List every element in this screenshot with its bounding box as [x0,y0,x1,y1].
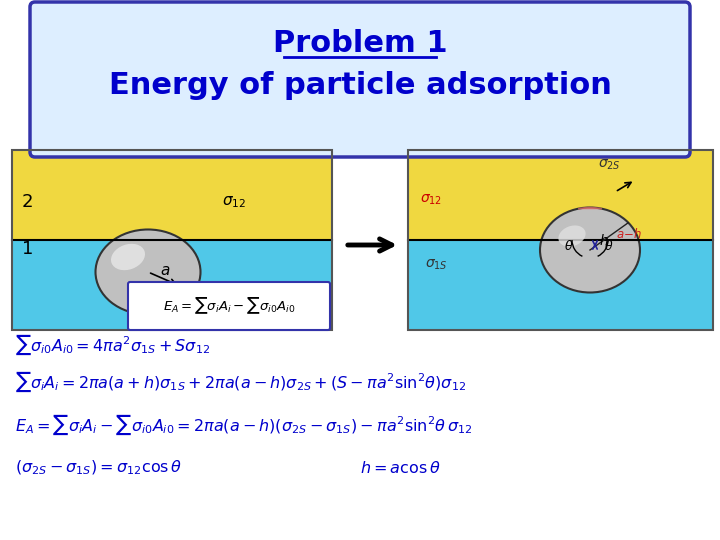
Text: $\sigma_{2S}$: $\sigma_{2S}$ [598,158,621,172]
Text: $(\sigma_{2S} - \sigma_{1S}) = \sigma_{12} \cos\theta$: $(\sigma_{2S} - \sigma_{1S}) = \sigma_{1… [15,459,182,477]
Text: $E_A = \sum \sigma_i A_i - \sum \sigma_{i0} A_{i0}$: $E_A = \sum \sigma_i A_i - \sum \sigma_{… [163,296,295,316]
Text: $h$: $h$ [599,233,609,248]
Bar [408,150,713,240]
Text: $\sigma_{12}$: $\sigma_{12}$ [222,194,246,210]
Text: 1: 1 [22,240,33,258]
Text: $\sum \sigma_{i0} A_{i0} = 4\pi a^2 \sigma_{1S} + S\sigma_{12}$: $\sum \sigma_{i0} A_{i0} = 4\pi a^2 \sig… [15,333,210,357]
Text: $a$: $a$ [160,263,171,278]
Bar [408,240,713,330]
Text: $\sigma_{12}$: $\sigma_{12}$ [420,193,442,207]
Polygon shape [578,207,602,208]
Text: Problem 1: Problem 1 [273,29,447,57]
Ellipse shape [559,226,585,247]
Ellipse shape [540,207,640,293]
Bar [408,150,713,330]
Text: $\theta$: $\theta$ [564,239,573,253]
Bar [12,240,332,330]
Text: Energy of particle adsorption: Energy of particle adsorption [109,71,611,99]
FancyBboxPatch shape [30,2,690,157]
Ellipse shape [96,230,200,314]
Text: 2: 2 [22,193,34,211]
Text: $h = a\cos\theta$: $h = a\cos\theta$ [360,460,441,476]
Text: $\sigma_{1S}$: $\sigma_{1S}$ [425,258,448,272]
Bar [12,150,332,330]
Text: $\sum \sigma_i A_i = 2\pi a(a+h)\sigma_{1S} + 2\pi a(a-h)\sigma_{2S} + (S - \pi : $\sum \sigma_i A_i = 2\pi a(a+h)\sigma_{… [15,370,466,394]
Ellipse shape [111,244,145,270]
Text: $a{-}h$: $a{-}h$ [616,227,642,241]
Bar [12,150,332,240]
Text: $E_A = \sum \sigma_i A_i - \sum \sigma_{i0} A_{i0} = 2\pi a(a-h)(\sigma_{2S} - \: $E_A = \sum \sigma_i A_i - \sum \sigma_{… [15,413,472,437]
FancyBboxPatch shape [128,282,330,330]
Text: $\theta$: $\theta$ [604,239,613,253]
